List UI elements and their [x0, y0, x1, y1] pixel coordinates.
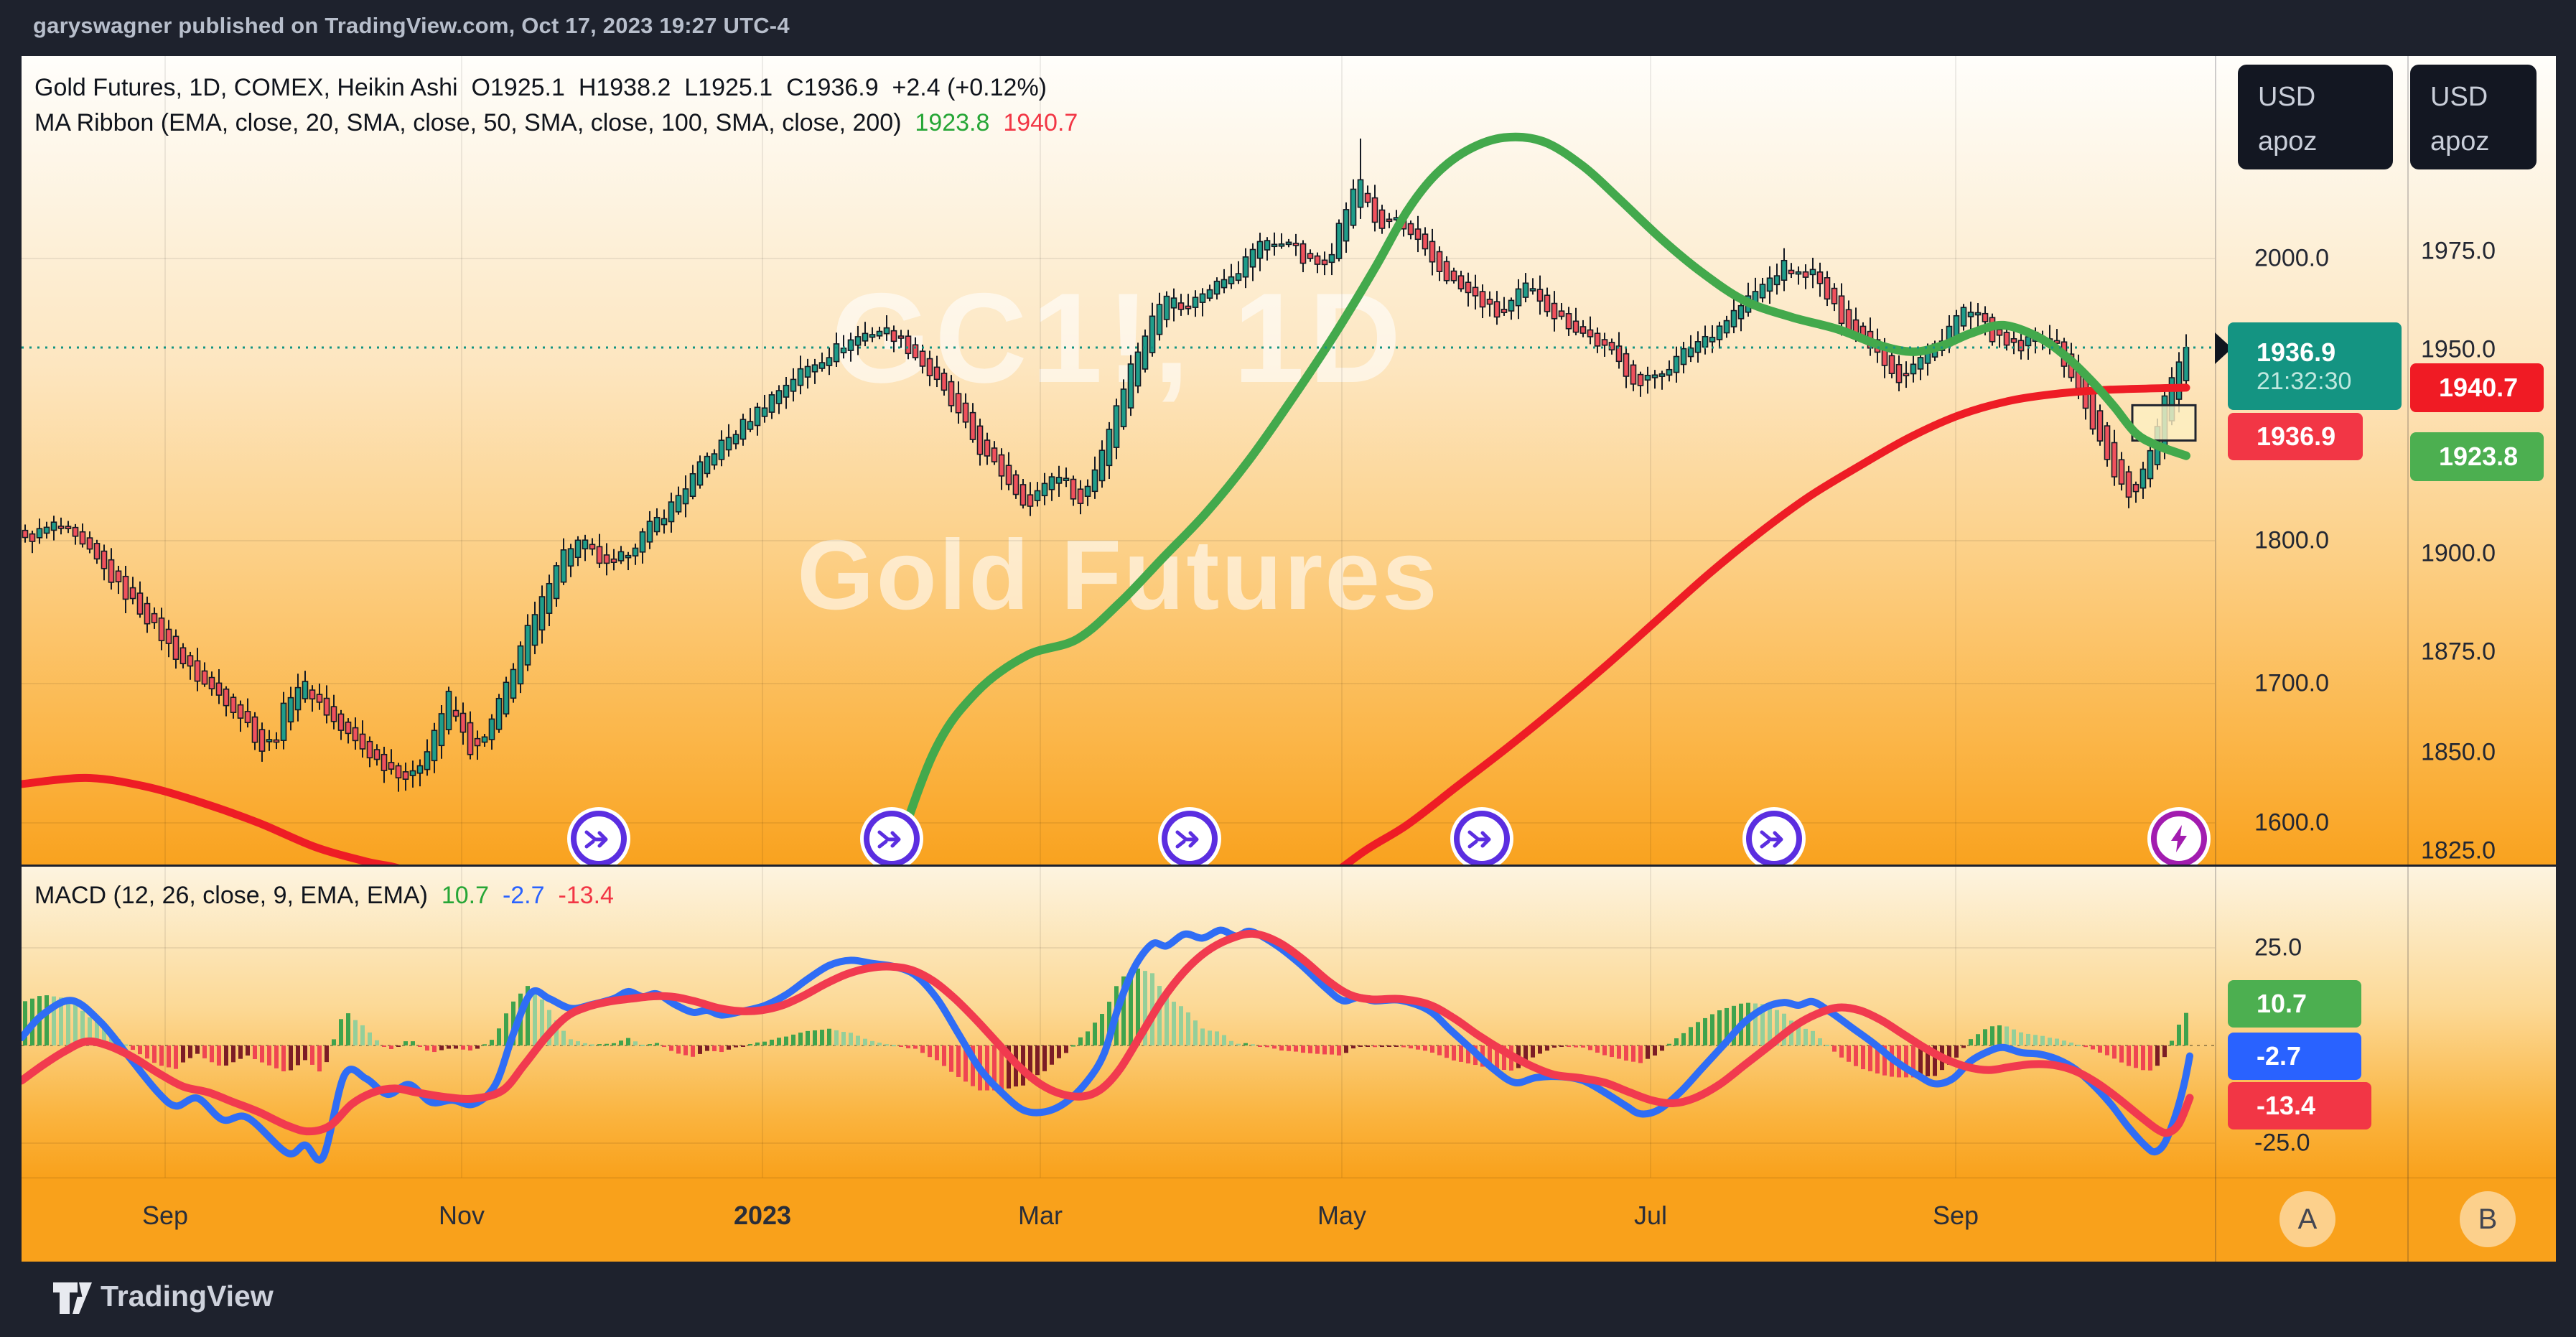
- macd-signal-legend-value: -13.4: [558, 882, 614, 909]
- scale2-unit-line2: apoz: [2430, 126, 2490, 157]
- ma-red-price-value: 1940.7: [2439, 373, 2519, 402]
- scale2-tick-label: 1875.0: [2421, 638, 2496, 666]
- time-axis-label: Sep: [141, 1201, 189, 1230]
- time-axis-label: Sep: [1932, 1201, 1979, 1230]
- scale2-mode-label: B: [2478, 1203, 2498, 1235]
- ma-green-price-value: 1923.8: [2439, 442, 2519, 471]
- time-axis[interactable]: [22, 1178, 2556, 1262]
- legend-symbol: Gold Futures, 1D, COMEX, Heikin Ashi: [34, 74, 458, 101]
- prev-price-value: 1936.9: [2257, 421, 2336, 451]
- attribution-bar: garyswagner published on TradingView.com…: [0, 0, 2576, 56]
- legend-close: C1936.9: [786, 74, 879, 101]
- price-scale-divider-2[interactable]: [2407, 56, 2409, 1262]
- time-axis-label: May: [1317, 1201, 1367, 1230]
- attribution-text: garyswagner published on TradingView.com…: [33, 13, 790, 38]
- scale1-tick-label: 1800.0: [2254, 526, 2329, 554]
- legend-change: +2.4 (+0.12%): [892, 74, 1047, 101]
- macd-chart-canvas[interactable]: [22, 867, 2215, 1178]
- macd-line-box[interactable]: -2.7: [2228, 1033, 2361, 1080]
- scale1-unit-line2: apoz: [2258, 126, 2318, 157]
- scale1-mode-button[interactable]: A: [2279, 1191, 2335, 1247]
- scale1-tick-label: 2000.0: [2254, 244, 2329, 272]
- scale2-tick-label: 1900.0: [2421, 539, 2496, 567]
- prev-price-box[interactable]: 1936.9: [2228, 413, 2363, 460]
- legend-low: L1925.1: [684, 74, 773, 101]
- legend-open: O1925.1: [471, 74, 565, 101]
- scale1-tick-label: 25.0: [2254, 933, 2302, 961]
- scale1-mode-label: A: [2297, 1203, 2318, 1235]
- merge-event-icon[interactable]: [1742, 807, 1806, 867]
- macd-signal-box[interactable]: -13.4: [2228, 1082, 2371, 1129]
- tradingview-logo-icon[interactable]: [52, 1277, 93, 1320]
- merge-event-icon[interactable]: [860, 807, 923, 867]
- scale1-unit-line1: USD: [2258, 82, 2316, 112]
- macd-line-box-value: -2.7: [2257, 1041, 2302, 1071]
- merge-event-icon[interactable]: [1450, 807, 1513, 867]
- scale1-unit-box[interactable]: USD apoz: [2238, 65, 2393, 169]
- scale2-mode-button[interactable]: B: [2460, 1191, 2516, 1247]
- last-price-arrow-icon: [2215, 332, 2232, 364]
- pane-divider[interactable]: [22, 865, 2556, 867]
- merge-event-icon[interactable]: [1158, 807, 1221, 867]
- time-axis-label: Jul: [1633, 1201, 1668, 1230]
- time-axis-label: Mar: [1018, 1201, 1063, 1230]
- last-price-box[interactable]: 1936.9 21:32:30: [2228, 322, 2402, 410]
- price-scale-divider-1[interactable]: [2215, 56, 2216, 1262]
- macd-label: MACD (12, 26, close, 9, EMA, EMA): [34, 882, 428, 909]
- ma-ribbon-red-value: 1940.7: [1003, 109, 1078, 136]
- macd-legend[interactable]: MACD (12, 26, close, 9, EMA, EMA) 10.7 -…: [34, 882, 614, 910]
- macd-pane-background: [22, 867, 2556, 1178]
- time-axis-label: 2023: [733, 1201, 792, 1230]
- macd-hist-legend-value: 10.7: [441, 882, 490, 909]
- merge-event-icon[interactable]: [567, 807, 630, 867]
- ma-red-price-box[interactable]: 1940.7: [2410, 363, 2544, 412]
- macd-line-legend-value: -2.7: [502, 882, 545, 909]
- scale1-tick-label: 1600.0: [2254, 809, 2329, 837]
- scale1-tick-label: -25.0: [2254, 1129, 2310, 1157]
- scale2-tick-label: 1825.0: [2421, 837, 2496, 865]
- last-price-value: 1936.9: [2257, 337, 2336, 367]
- ma-green-price-box[interactable]: 1923.8: [2410, 432, 2544, 481]
- macd-hist-box-value: 10.7: [2257, 989, 2307, 1018]
- countdown-timer: 21:32:30: [2257, 367, 2352, 395]
- scale2-unit-box[interactable]: USD apoz: [2410, 65, 2537, 169]
- scale2-tick-label: 1850.0: [2421, 738, 2496, 766]
- ma-ribbon-green-value: 1923.8: [915, 109, 990, 136]
- scale2-unit-line1: USD: [2430, 82, 2488, 112]
- main-chart-canvas[interactable]: [22, 56, 2215, 867]
- ma-ribbon-label: MA Ribbon (EMA, close, 20, SMA, close, 5…: [34, 109, 902, 136]
- main-legend[interactable]: Gold Futures, 1D, COMEX, Heikin Ashi O19…: [34, 74, 1047, 102]
- scale2-tick-label: 1975.0: [2421, 237, 2496, 265]
- scale1-tick-label: 1700.0: [2254, 669, 2329, 697]
- scale2-tick-label: 1950.0: [2421, 335, 2496, 363]
- macd-signal-box-value: -13.4: [2257, 1091, 2316, 1120]
- tradingview-brand[interactable]: TradingView: [101, 1280, 274, 1313]
- time-axis-label: Nov: [438, 1201, 485, 1230]
- legend-high: H1938.2: [578, 74, 671, 101]
- macd-hist-box[interactable]: 10.7: [2228, 980, 2361, 1028]
- lightning-event-icon[interactable]: [2147, 807, 2211, 867]
- ma-ribbon-legend[interactable]: MA Ribbon (EMA, close, 20, SMA, close, 5…: [34, 109, 1078, 137]
- footer-bar: [0, 1262, 2576, 1337]
